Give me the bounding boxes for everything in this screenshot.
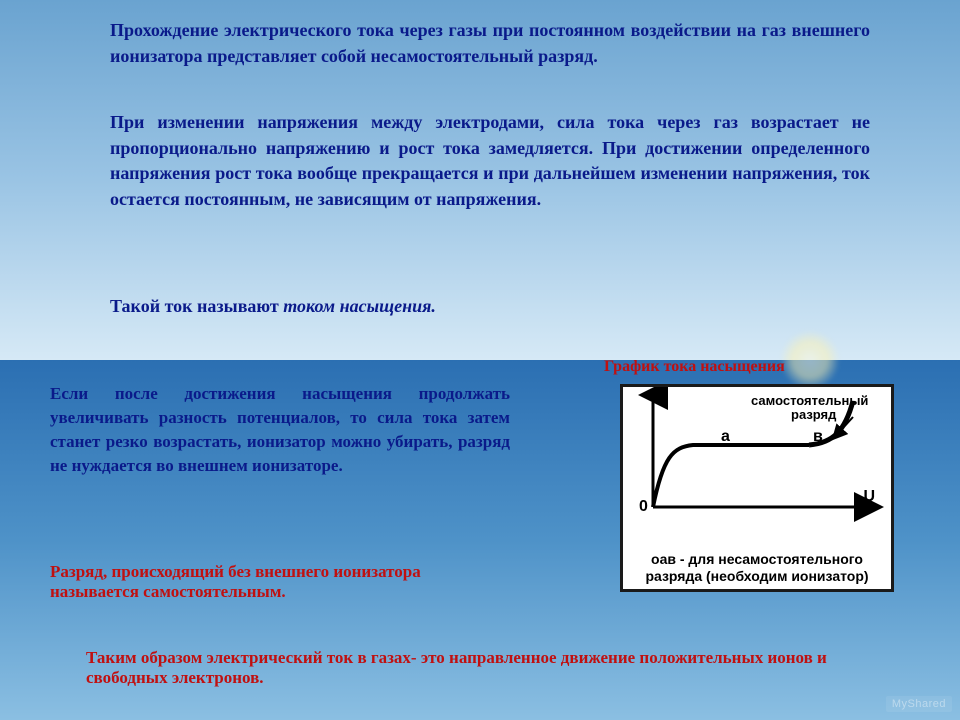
- slide-content: Прохождение электрического тока через га…: [0, 0, 960, 720]
- chart-caption: оав - для несамостоятельного разряда (не…: [623, 551, 891, 585]
- chart-title: График тока насыщения: [604, 358, 904, 376]
- paragraph-conclusion: Таким образом электрический ток в газах-…: [86, 648, 886, 688]
- paragraph-intro: Прохождение электрического тока через га…: [110, 18, 870, 69]
- p3-term: током насыщения.: [283, 296, 436, 316]
- origin-label: 0: [639, 498, 648, 515]
- self-discharge-label-1: самостоятельный: [751, 393, 868, 408]
- self-discharge-label-2: разряд: [791, 407, 837, 422]
- saturation-curve: [653, 445, 809, 507]
- paragraph-saturation-def: Такой ток называют током насыщения.: [110, 294, 870, 320]
- y-axis-label: I: [663, 394, 667, 411]
- point-b-label: в: [813, 428, 823, 445]
- p3-lead: Такой ток называют: [110, 296, 283, 316]
- paragraph-after-saturation: Если после достижения насыщения продолжа…: [50, 382, 510, 479]
- paragraph-self-discharge-def: Разряд, происходящий без внешнего иониза…: [50, 562, 510, 602]
- point-a-label: а: [721, 428, 730, 445]
- x-axis-label: U: [863, 488, 875, 505]
- saturation-current-chart: I U 0 а в самостоятельный разряд оав - д…: [620, 384, 894, 592]
- chart-svg: I U 0 а в самостоятельный разряд: [623, 387, 897, 527]
- watermark: MyShared: [886, 696, 952, 712]
- paragraph-explanation: При изменении напряжения между электрода…: [110, 110, 870, 212]
